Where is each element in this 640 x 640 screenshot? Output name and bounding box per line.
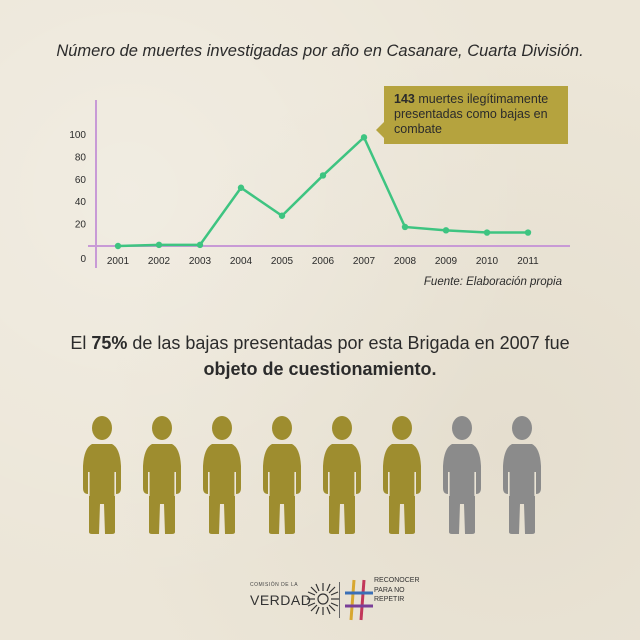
data-point (278, 212, 286, 219)
reconocer-logo: Reconocer para no repetir (340, 576, 420, 626)
y-tick-label: 60 (75, 175, 87, 186)
comision-verdad-logo: COMISIÓN DE LA VERDAD (250, 580, 340, 624)
annotation-callout: 143 muertes ilegítimamente presentadas c… (384, 86, 568, 144)
data-point (442, 227, 450, 234)
data-point (114, 242, 122, 250)
x-tick-label: 2006 (312, 256, 335, 267)
hashtag-icon (345, 579, 373, 621)
person-icon (383, 416, 421, 534)
y-tick-label: 100 (69, 130, 86, 141)
rep-line-3: repetir (374, 596, 405, 603)
callout-pointer (376, 120, 386, 140)
y-tick-label: 80 (75, 152, 87, 163)
source-note: Fuente: Elaboración propia (423, 276, 562, 288)
x-tick-label: 2011 (517, 256, 539, 267)
data-point (524, 229, 532, 236)
y-tick-label: 0 (80, 254, 86, 265)
statement-line-2: objeto de cuestionamiento. (203, 359, 437, 379)
statement-percent: 75% (91, 333, 128, 353)
person-icon (143, 416, 181, 534)
x-tick-label: 2010 (476, 256, 499, 267)
person-icon (263, 416, 301, 534)
x-tick-label: 2001 (107, 256, 130, 267)
x-tick-label: 2003 (189, 256, 212, 267)
rep-line-1: Reconocer (374, 577, 420, 584)
person-icon (443, 416, 481, 534)
y-axis-ticks: 0 20 40 60 80 100 (69, 130, 86, 265)
person-icon (83, 416, 121, 534)
x-tick-label: 2007 (353, 256, 376, 267)
rep-line-2: para no (374, 586, 405, 594)
y-tick-label: 20 (75, 220, 87, 231)
x-tick-label: 2008 (394, 256, 417, 267)
people-pictogram (80, 416, 560, 536)
x-axis-ticks: 2001 2002 2003 2004 2005 2006 2007 2008 2009 2010… (107, 256, 539, 267)
data-point (401, 223, 409, 231)
x-tick-label: 2005 (271, 256, 294, 267)
data-point (155, 241, 163, 249)
reconocer-text: Reconocer para no repetir (374, 576, 424, 605)
person-icon (503, 416, 541, 534)
data-point (483, 229, 491, 236)
data-points (114, 134, 532, 250)
person-icon (323, 416, 361, 534)
chart-title: Número de muertes investigadas por año e… (56, 42, 584, 60)
x-tick-label: 2009 (435, 256, 458, 267)
statement-line-1: El 75% de las bajas presentadas por esta… (0, 330, 640, 356)
cev-big-text: VERDAD (250, 592, 312, 608)
statement-text-b: de las bajas presentadas por esta Brigad… (127, 333, 570, 353)
x-tick-label: 2002 (148, 256, 171, 267)
series-line (117, 135, 528, 248)
statement-text-a: El (70, 333, 92, 353)
y-tick-label: 40 (75, 197, 87, 208)
callout-value: 143 (394, 92, 415, 106)
cev-small-text: COMISIÓN DE LA (250, 582, 299, 588)
x-tick-label: 2004 (230, 256, 253, 267)
data-point (319, 172, 327, 179)
data-point (360, 134, 368, 141)
data-point (196, 241, 204, 249)
footer: COMISIÓN DE LA VERDAD Reconocer (0, 570, 640, 630)
logo-separator (339, 582, 340, 618)
statement: El 75% de las bajas presentadas por esta… (0, 330, 640, 382)
data-point (237, 184, 245, 191)
sun-icon (307, 583, 339, 615)
callout-text: muertes ilegítimamente presentadas como … (394, 92, 549, 136)
person-icon (203, 416, 241, 534)
